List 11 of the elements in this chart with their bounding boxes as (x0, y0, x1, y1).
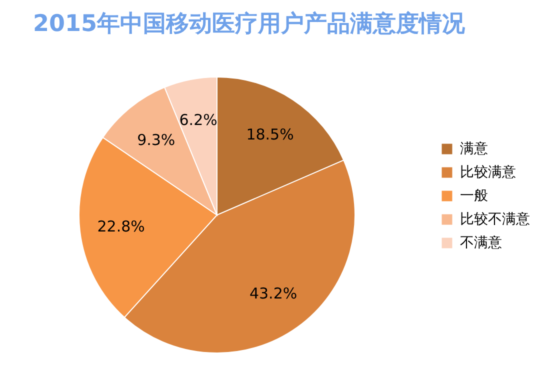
data-label: 9.3% (137, 130, 176, 149)
data-label: 43.2% (249, 284, 298, 303)
legend-label: 不满意 (460, 235, 502, 251)
data-label: 18.5% (246, 125, 294, 144)
legend-label: 满意 (460, 141, 488, 157)
chart-title: 2015年中国移动医疗用户产品满意度情况 (33, 10, 466, 37)
data-label: 22.8% (97, 218, 145, 236)
legend-label: 比较满意 (460, 164, 516, 180)
legend-label: 一般 (460, 188, 488, 204)
data-label: 6.2% (179, 111, 218, 130)
legend-label: 比较不满意 (460, 212, 530, 228)
